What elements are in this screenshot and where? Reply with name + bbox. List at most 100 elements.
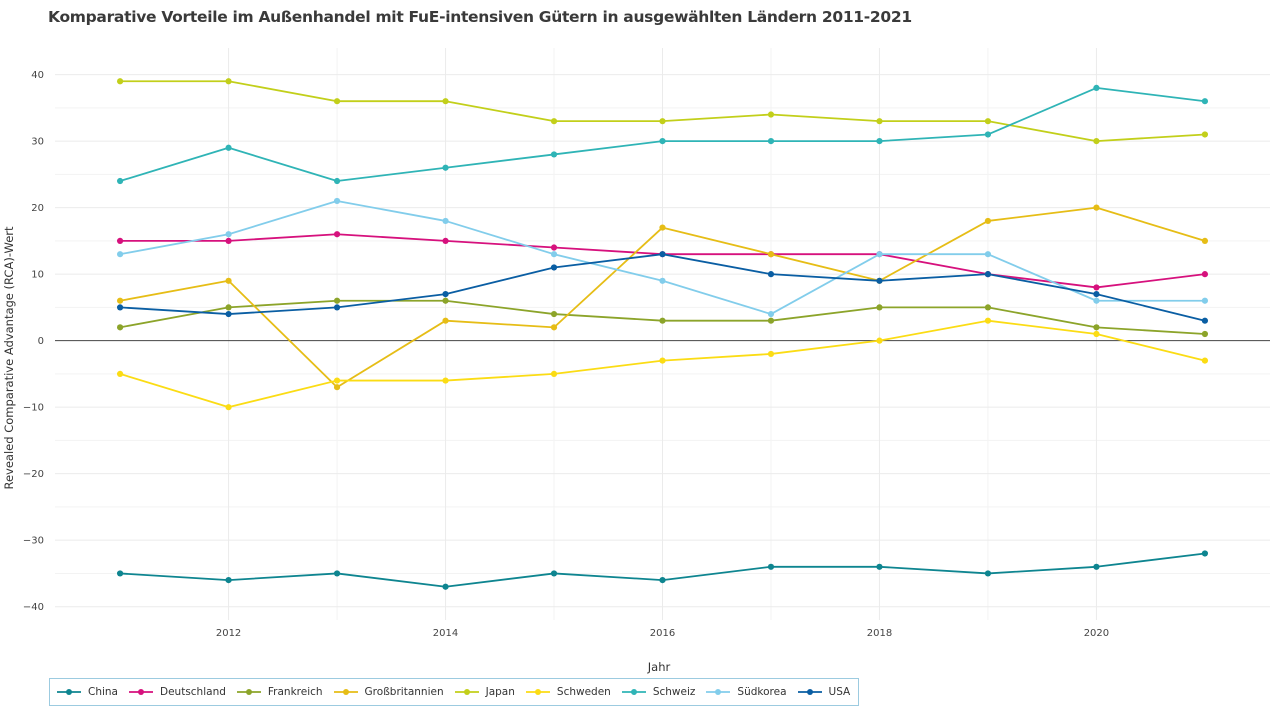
data-point-schweden[interactable] xyxy=(659,357,666,364)
data-point-china[interactable] xyxy=(550,570,558,577)
data-point-schweiz[interactable] xyxy=(442,164,449,171)
data-point-frankreich[interactable] xyxy=(984,304,992,311)
data-point-frankreich[interactable] xyxy=(1201,330,1209,338)
data-point-usa[interactable] xyxy=(225,310,232,318)
data-point-suedkorea[interactable] xyxy=(1093,297,1100,304)
data-point-suedkorea[interactable] xyxy=(1201,297,1209,304)
data-point-grossbritannien[interactable] xyxy=(225,277,232,284)
legend-item-usa[interactable]: USA xyxy=(797,686,850,698)
legend-item-japan[interactable]: Japan xyxy=(454,686,515,698)
data-point-grossbritannien[interactable] xyxy=(659,224,666,231)
data-point-grossbritannien[interactable] xyxy=(550,324,558,331)
data-point-usa[interactable] xyxy=(1093,290,1100,298)
data-point-suedkorea[interactable] xyxy=(442,217,449,225)
data-point-suedkorea[interactable] xyxy=(225,231,232,238)
data-point-deutschland[interactable] xyxy=(1201,271,1209,278)
data-point-suedkorea[interactable] xyxy=(116,251,124,258)
data-point-grossbritannien[interactable] xyxy=(767,251,775,258)
data-point-schweiz[interactable] xyxy=(984,131,992,138)
data-point-china[interactable] xyxy=(767,563,775,570)
data-point-suedkorea[interactable] xyxy=(767,310,775,318)
data-point-schweden[interactable] xyxy=(1093,330,1100,338)
data-point-grossbritannien[interactable] xyxy=(1201,237,1209,244)
data-point-schweden[interactable] xyxy=(767,350,775,358)
data-point-suedkorea[interactable] xyxy=(333,197,341,205)
data-point-china[interactable] xyxy=(984,570,992,577)
data-point-schweiz[interactable] xyxy=(550,151,558,158)
data-point-japan[interactable] xyxy=(442,98,449,105)
data-point-schweiz[interactable] xyxy=(1201,98,1209,105)
data-point-japan[interactable] xyxy=(116,78,124,85)
data-point-china[interactable] xyxy=(1093,563,1100,570)
data-point-china[interactable] xyxy=(225,576,232,584)
data-point-frankreich[interactable] xyxy=(225,304,232,311)
data-point-china[interactable] xyxy=(876,563,883,570)
data-point-frankreich[interactable] xyxy=(659,317,666,324)
data-point-japan[interactable] xyxy=(550,118,558,125)
data-point-schweiz[interactable] xyxy=(1093,84,1100,92)
data-point-deutschland[interactable] xyxy=(550,244,558,251)
data-point-frankreich[interactable] xyxy=(116,324,124,331)
data-point-schweden[interactable] xyxy=(550,370,558,378)
data-point-grossbritannien[interactable] xyxy=(1093,204,1100,211)
data-point-schweden[interactable] xyxy=(225,404,232,411)
data-point-china[interactable] xyxy=(333,570,341,577)
data-point-china[interactable] xyxy=(116,570,124,577)
data-point-china[interactable] xyxy=(442,583,449,590)
legend-item-suedkorea[interactable]: Südkorea xyxy=(705,686,787,698)
data-point-grossbritannien[interactable] xyxy=(442,317,449,324)
legend-item-frankreich[interactable]: Frankreich xyxy=(236,686,323,698)
data-point-japan[interactable] xyxy=(767,111,775,118)
data-point-deutschland[interactable] xyxy=(333,231,341,238)
data-point-japan[interactable] xyxy=(225,78,232,85)
data-point-schweden[interactable] xyxy=(984,317,992,324)
legend-item-schweden[interactable]: Schweden xyxy=(525,686,611,698)
legend-item-schweiz[interactable]: Schweiz xyxy=(621,686,695,698)
data-point-frankreich[interactable] xyxy=(333,297,341,304)
data-point-schweden[interactable] xyxy=(1201,357,1209,364)
data-point-japan[interactable] xyxy=(876,118,883,125)
data-point-schweiz[interactable] xyxy=(116,177,124,185)
legend-item-china[interactable]: China xyxy=(56,686,118,698)
data-point-deutschland[interactable] xyxy=(116,237,124,244)
data-point-schweiz[interactable] xyxy=(767,138,775,145)
data-point-suedkorea[interactable] xyxy=(984,251,992,258)
data-point-usa[interactable] xyxy=(767,271,775,278)
data-point-frankreich[interactable] xyxy=(442,297,449,304)
data-point-usa[interactable] xyxy=(876,277,883,284)
data-point-suedkorea[interactable] xyxy=(659,277,666,284)
legend-item-grossbritannien[interactable]: Großbritannien xyxy=(333,686,444,698)
data-point-japan[interactable] xyxy=(984,118,992,125)
data-point-schweiz[interactable] xyxy=(659,138,666,145)
data-point-grossbritannien[interactable] xyxy=(984,217,992,225)
data-point-schweiz[interactable] xyxy=(225,144,232,151)
data-point-usa[interactable] xyxy=(1201,317,1209,324)
data-point-schweden[interactable] xyxy=(333,377,341,384)
data-point-usa[interactable] xyxy=(116,304,124,311)
data-point-schweiz[interactable] xyxy=(876,138,883,145)
data-point-usa[interactable] xyxy=(984,271,992,278)
data-point-grossbritannien[interactable] xyxy=(116,297,124,304)
data-point-deutschland[interactable] xyxy=(442,237,449,244)
data-point-schweden[interactable] xyxy=(116,370,124,378)
data-point-schweden[interactable] xyxy=(442,377,449,384)
legend-item-deutschland[interactable]: Deutschland xyxy=(128,686,226,698)
data-point-deutschland[interactable] xyxy=(1093,284,1100,291)
data-point-china[interactable] xyxy=(659,576,666,584)
data-point-japan[interactable] xyxy=(1093,138,1100,145)
data-point-japan[interactable] xyxy=(333,98,341,105)
data-point-deutschland[interactable] xyxy=(225,237,232,244)
data-point-frankreich[interactable] xyxy=(1093,324,1100,331)
data-point-usa[interactable] xyxy=(659,251,666,258)
data-point-frankreich[interactable] xyxy=(876,304,883,311)
data-point-usa[interactable] xyxy=(442,290,449,298)
data-point-usa[interactable] xyxy=(550,264,558,271)
data-point-japan[interactable] xyxy=(659,118,666,125)
data-point-schweden[interactable] xyxy=(876,337,883,344)
data-point-frankreich[interactable] xyxy=(550,310,558,318)
data-point-grossbritannien[interactable] xyxy=(333,384,341,391)
data-point-japan[interactable] xyxy=(1201,131,1209,138)
data-point-frankreich[interactable] xyxy=(767,317,775,324)
data-point-usa[interactable] xyxy=(333,304,341,311)
data-point-schweiz[interactable] xyxy=(333,177,341,185)
